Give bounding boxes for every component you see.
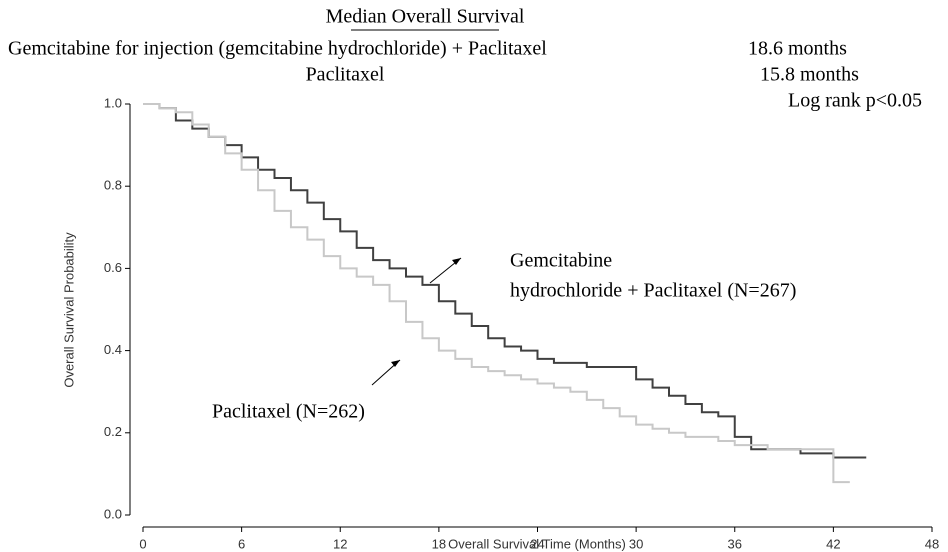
survival-curve <box>143 103 850 484</box>
y-tick-label: 1.0 <box>104 95 122 110</box>
x-tick-label: 0 <box>139 536 146 551</box>
x-tick-label: 48 <box>925 536 939 551</box>
row-value: 15.8 months <box>760 64 859 86</box>
note: Log rank p<0.05 <box>788 90 922 112</box>
x-tick-label: 18 <box>432 536 446 551</box>
header-title: Median Overall Survival <box>326 6 525 28</box>
y-tick-label: 0.0 <box>104 506 122 521</box>
curve-label: Paclitaxel (N=262) <box>212 401 365 423</box>
curve-label: Gemcitabine <box>510 250 612 272</box>
x-tick-label: 24 <box>530 536 544 551</box>
row-label: Paclitaxel <box>306 64 385 86</box>
x-tick-label: 42 <box>826 536 840 551</box>
row-value: 18.6 months <box>748 38 847 60</box>
arrow-head <box>391 360 400 367</box>
x-axis-title: Overall Survival Time (Months) <box>448 536 626 551</box>
survival-curve <box>143 103 867 459</box>
y-tick-label: 0.6 <box>104 260 122 275</box>
y-axis-title: Overall Survival Probability <box>61 232 76 388</box>
x-tick-label: 6 <box>238 536 245 551</box>
y-tick-label: 0.4 <box>104 342 122 357</box>
arrow-head <box>452 258 461 265</box>
row-label: Gemcitabine for injection (gemcitabine h… <box>8 38 547 60</box>
x-tick-label: 30 <box>629 536 643 551</box>
x-tick-label: 12 <box>333 536 347 551</box>
x-tick-label: 36 <box>728 536 742 551</box>
y-tick-label: 0.2 <box>104 424 122 439</box>
y-tick-label: 0.8 <box>104 178 122 193</box>
curve-label: hydrochloride + Paclitaxel (N=267) <box>510 280 796 302</box>
